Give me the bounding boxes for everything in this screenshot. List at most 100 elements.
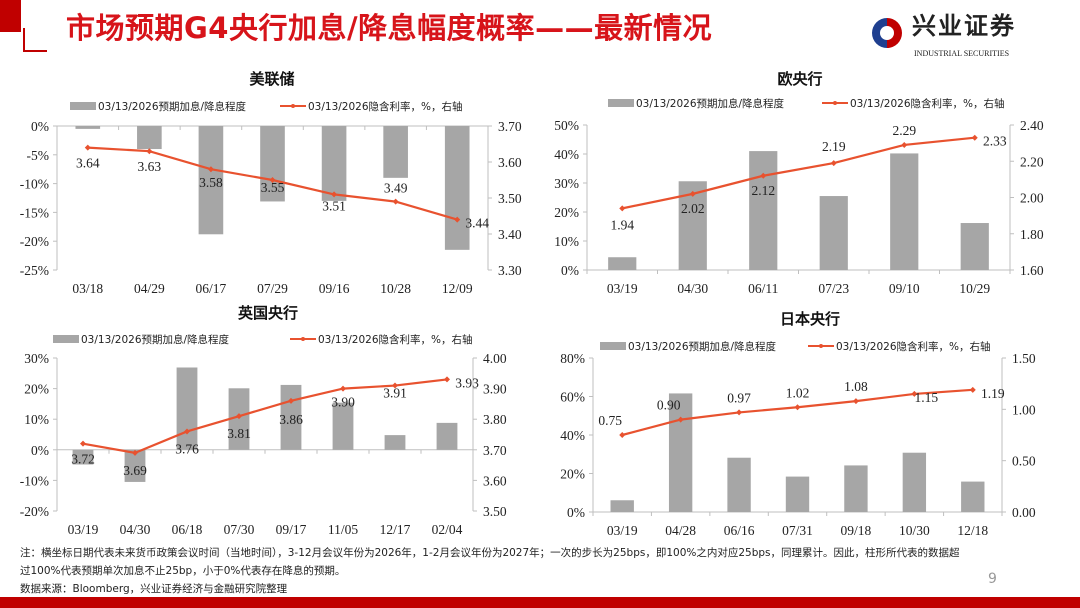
logo-text-en: INDUSTRIAL SECURITIES: [914, 49, 1010, 58]
x-tick-label: 11/05: [328, 522, 358, 537]
x-tick-label: 06/11: [748, 281, 778, 296]
bar-12-09: [444, 126, 470, 250]
x-tick-label: 04/28: [665, 523, 696, 538]
legend-bar-swatch: [53, 335, 79, 343]
rate-data-label: 3.76: [175, 441, 199, 456]
rate-line: [621, 388, 973, 437]
bar-11-05: [332, 402, 354, 450]
left-tick-label: -10%: [20, 177, 49, 192]
rate-point-06-17: [207, 166, 214, 173]
left-tick-label: 0%: [31, 443, 49, 458]
right-tick-label: 3.30: [498, 263, 522, 278]
right-tick-label: 2.00: [1020, 191, 1044, 206]
bar-03-19: [608, 257, 637, 270]
rate-point-04-30: [689, 190, 696, 197]
rate-line: [82, 378, 448, 454]
x-tick-label: 12/09: [442, 281, 473, 296]
left-tick-label: 30%: [554, 176, 579, 191]
rate-data-label: 1.08: [844, 379, 868, 394]
bar-03-19: [72, 449, 94, 465]
x-tick-label: 10/29: [959, 281, 990, 296]
bar-04-29: [137, 126, 162, 150]
bar-02-04: [436, 422, 458, 450]
left-tick-label: 30%: [24, 351, 49, 366]
rate-point-12-09: [454, 216, 461, 223]
right-tick-label: 0.50: [1012, 454, 1036, 469]
bar-10-29: [960, 223, 989, 270]
bar-07-30: [228, 388, 250, 450]
legend-line-marker: [819, 344, 823, 348]
left-tick-label: 60%: [560, 390, 585, 405]
rate-data-label: 3.63: [138, 159, 162, 174]
page-title: 市场预期G4央行加息/降息幅度概率——最新情况: [66, 11, 713, 45]
logo-text-cn: 兴业证券: [912, 11, 1016, 40]
rate-point-03-19: [80, 440, 86, 447]
left-tick-label: 40%: [554, 147, 579, 162]
legend-bar-swatch: [70, 102, 96, 110]
legend-bar-swatch: [608, 99, 634, 107]
bar-12-18: [961, 481, 985, 512]
company-logo: 兴业证券 INDUSTRIAL SECURITIES: [872, 12, 1062, 62]
right-tick-label: 3.70: [498, 119, 522, 134]
left-tick-label: 40%: [560, 428, 585, 443]
x-tick-label: 09/18: [841, 523, 872, 538]
footer-bar: [0, 597, 1080, 608]
left-tick-label: -20%: [20, 504, 49, 519]
rate-data-label: 1.02: [786, 385, 810, 400]
x-tick-label: 12/17: [380, 522, 411, 537]
legend-bar-swatch: [600, 342, 626, 350]
chart-title: 美联储: [249, 70, 294, 88]
right-tick-label: 3.70: [483, 443, 507, 458]
footnote-line-1: 注：横坐标日期代表未来货币政策会议时间（当地时间），3-12月会议年份为2026…: [20, 547, 960, 559]
bar-10-28: [383, 126, 408, 178]
rate-point-10-28: [392, 198, 399, 205]
bar-03-19: [610, 500, 634, 512]
x-tick-label: 06/17: [196, 281, 227, 296]
data-source: 数据来源：Bloomberg，兴业证券经济与金融研究院整理: [20, 583, 288, 595]
x-tick-label: 03/18: [72, 281, 103, 296]
bar-12-17: [384, 435, 406, 450]
rate-data-label: 3.58: [199, 175, 223, 190]
rate-point-10-29: [971, 134, 978, 141]
x-tick-label: 09/10: [889, 281, 920, 296]
rate-data-label: 3.49: [384, 181, 408, 196]
rate-point-09-18: [852, 398, 859, 405]
rate-point-04-28: [677, 416, 684, 423]
legend-line-label: 03/13/2026隐含利率，%，右轴: [318, 333, 473, 346]
rate-point-03-18: [84, 144, 91, 151]
rate-data-label: 3.81: [227, 426, 251, 441]
rate-data-label: 2.19: [822, 139, 846, 154]
bar-09-17: [280, 384, 302, 450]
left-tick-label: 20%: [560, 467, 585, 482]
left-tick-label: 80%: [560, 351, 585, 366]
right-tick-label: 1.80: [1020, 227, 1044, 242]
rate-data-label: 0.90: [657, 398, 681, 413]
left-tick-label: 50%: [554, 118, 579, 133]
x-tick-label: 07/30: [224, 522, 255, 537]
bar-07-29: [260, 126, 285, 202]
left-tick-label: -15%: [20, 205, 49, 220]
left-tick-label: 10%: [554, 234, 579, 249]
x-tick-label: 03/19: [607, 523, 638, 538]
x-tick-label: 10/28: [380, 281, 411, 296]
rate-data-label: 1.94: [610, 217, 634, 232]
bar-09-10: [890, 153, 919, 270]
bar-06-16: [727, 457, 751, 512]
legend-bar-label: 03/13/2026预期加息/降息程度: [81, 333, 230, 346]
x-tick-label: 04/29: [134, 281, 165, 296]
legend-line-label: 03/13/2026隐含利率，%，右轴: [850, 97, 1005, 110]
rate-point-06-18: [184, 428, 190, 435]
right-tick-label: 1.00: [1012, 402, 1036, 417]
right-tick-label: 0.00: [1012, 505, 1036, 520]
right-tick-label: 3.50: [498, 191, 522, 206]
x-tick-label: 07/23: [818, 281, 849, 296]
x-tick-label: 07/31: [782, 523, 813, 538]
rate-data-label: 3.91: [383, 386, 407, 401]
rate-data-label: 3.55: [261, 180, 285, 195]
right-tick-label: 2.40: [1020, 118, 1044, 133]
legend-line-label: 03/13/2026隐含利率，%，右轴: [836, 340, 991, 353]
right-tick-label: 3.90: [483, 382, 507, 397]
rate-data-label: 1.15: [915, 390, 939, 405]
x-tick-label: 04/30: [677, 281, 708, 296]
